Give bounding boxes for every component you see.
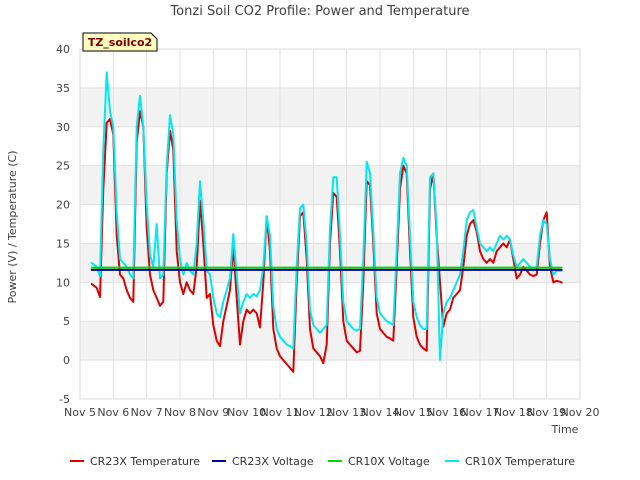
- x-tick-label: Nov 10: [227, 406, 266, 419]
- x-tick-label: Nov 20: [561, 406, 600, 419]
- x-tick-label: Nov 5: [64, 406, 96, 419]
- y-tick-label: 20: [56, 199, 70, 212]
- y-tick-label: 40: [56, 43, 70, 56]
- plot-band: [80, 321, 580, 361]
- plot-band: [80, 165, 580, 205]
- x-tick-label: Nov 9: [197, 406, 229, 419]
- legend: CR23X Temperature CR23X Voltage CR10X Volt…: [70, 455, 575, 468]
- x-tick-label: Nov 17: [461, 406, 500, 419]
- x-tick-label: Nov 15: [394, 406, 433, 419]
- y-tick-label: 35: [56, 82, 70, 95]
- y-tick-label: 30: [56, 121, 70, 134]
- y-tick-label: 10: [56, 276, 70, 289]
- x-tick-label: Nov 11: [261, 406, 300, 419]
- x-axis-label: Time: [551, 423, 579, 436]
- x-tick-label: Nov 13: [327, 406, 366, 419]
- y-tick-label: 25: [56, 160, 70, 173]
- legend-label-cr10x-temperature: CR10X Temperature: [465, 455, 575, 468]
- series-line-cr10x-temperature: [90, 71, 563, 362]
- logger-badge: TZ_soilco2: [82, 32, 158, 52]
- y-tick-label: -5: [59, 393, 70, 406]
- x-tick-label: Nov 18: [494, 406, 533, 419]
- legend-label-cr23x-temperature: CR23X Temperature: [90, 455, 200, 468]
- series-line-cr23x-temperature: [90, 110, 563, 373]
- y-tick-labels: -5 0 5 10 15 20 25 30 35 40: [56, 43, 70, 406]
- x-tick-label: Nov 8: [164, 406, 196, 419]
- x-tick-label: Nov 16: [427, 406, 466, 419]
- y-axis-label: Power (V) / Temperature (C): [6, 150, 19, 303]
- legend-label-cr23x-voltage: CR23X Voltage: [232, 455, 314, 468]
- logger-badge-label: TZ_soilco2: [88, 36, 152, 49]
- x-tick-label: Nov 14: [361, 406, 400, 419]
- x-tick-label: Nov 6: [97, 406, 129, 419]
- plot-band: [80, 87, 580, 127]
- x-tick-label: Nov 19: [527, 406, 566, 419]
- x-tick-label: Nov 7: [131, 406, 163, 419]
- series-lines: [90, 71, 563, 373]
- chart-title: Tonzi Soil CO2 Profile: Power and Temper…: [169, 4, 469, 19]
- plot-frame: [79, 48, 581, 400]
- y-tick-label: 5: [63, 315, 70, 328]
- plot-bands: [80, 87, 580, 361]
- y-tick-label: 0: [63, 354, 70, 367]
- y-tick-label: 15: [56, 237, 70, 250]
- legend-label-cr10x-voltage: CR10X Voltage: [348, 455, 430, 468]
- logger-badge-box: [82, 32, 158, 52]
- x-tick-label: Nov 12: [294, 406, 333, 419]
